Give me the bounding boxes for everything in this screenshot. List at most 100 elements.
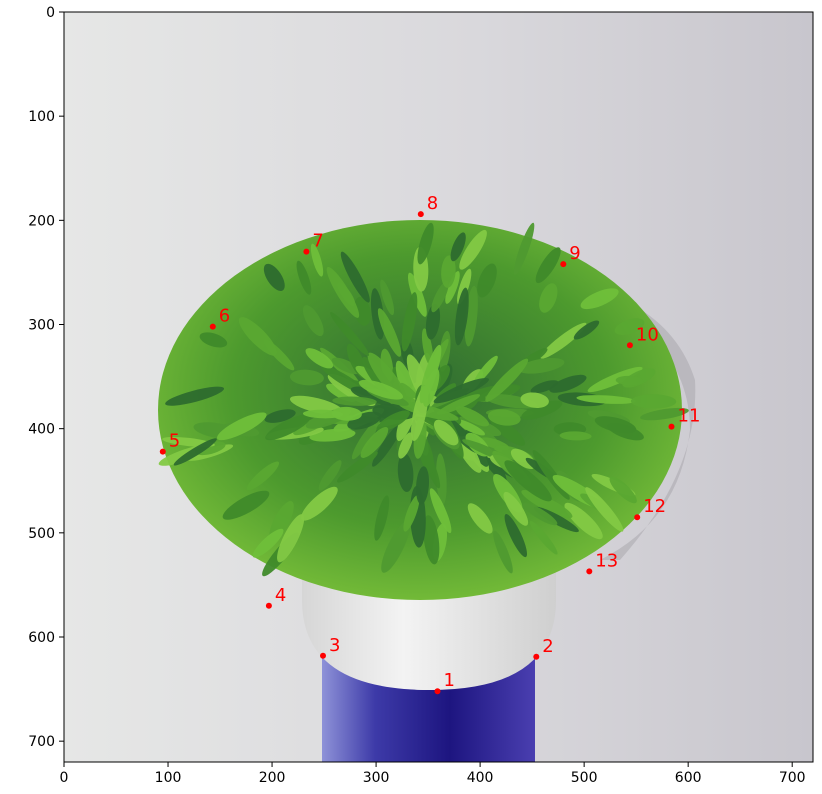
x-tick-label: 200 [259,770,286,786]
leaf [433,377,489,404]
leaf [351,418,380,460]
keypoint-marker-11 [668,423,675,430]
leaf [529,521,558,555]
leaf [296,260,312,295]
leaf [340,251,370,303]
keypoint-label-13: 13 [595,550,618,571]
leaf [252,528,284,558]
y-tick-label: 600 [28,630,55,646]
leaf [587,366,643,393]
leaf [238,317,278,356]
y-tick-label: 100 [28,109,55,125]
leaf [431,280,449,313]
x-tick-label: 100 [155,770,182,786]
leaf [607,422,644,441]
leaf [477,263,497,298]
leaf [360,427,389,458]
leaf [302,409,344,419]
leaf [522,502,558,526]
leaf [585,487,624,532]
y-tick-label: 400 [28,422,55,438]
leaf [367,352,407,403]
background-photo [64,12,813,762]
leaf [403,495,420,532]
leaf [173,438,217,466]
leaf [520,392,549,408]
keypoint-label-7: 7 [312,231,323,252]
leaf [419,344,442,404]
keypoint-label-11: 11 [678,406,701,427]
leaf [417,222,434,265]
keypoint-marker-1 [434,688,441,695]
keypoint-label-4: 4 [275,585,286,606]
keypoint-label-6: 6 [219,306,230,327]
leaf [217,412,267,441]
keypoint-label-10: 10 [636,324,659,345]
y-tick-label: 300 [28,318,55,334]
leaf [372,422,403,467]
leaf [398,432,413,459]
leaf [407,272,427,317]
leaf [436,394,481,415]
leaf [445,271,460,304]
keypoint-marker-7 [303,248,310,255]
leaf [559,431,592,441]
keypoint-label-1: 1 [444,670,455,691]
keypoint-label-9: 9 [569,243,580,264]
leaf [331,406,362,421]
leaf [222,490,270,520]
leaf [504,460,552,502]
x-tick-label: 400 [467,770,494,786]
y-axis: 0 100 200 300 400 500 600 700 [28,5,64,750]
leaf [473,355,498,385]
keypoint-marker-9 [560,261,567,268]
leaf [331,357,361,375]
leaf [436,453,447,505]
leaf [318,460,342,491]
leaf [429,488,452,534]
leaf [358,379,403,400]
leaf [454,287,469,346]
leaf [265,414,312,441]
leaf [326,266,360,318]
leaf [521,489,573,519]
leaf [376,410,410,432]
leaf [459,229,487,270]
leaf [336,451,378,483]
leaf [199,332,228,348]
x-tick-label: 700 [779,770,806,786]
leaf [564,502,603,540]
leaf [423,515,440,565]
y-tick-label: 500 [28,526,55,542]
x-tick-label: 0 [60,770,69,786]
keypoint-marker-10 [626,342,633,349]
leaf [518,357,565,374]
leaf [504,514,528,558]
leaf [521,400,563,420]
plant-leaves [158,222,689,577]
y-tick-label: 200 [28,213,55,229]
leaf [377,308,402,357]
y-tick-label: 0 [46,5,55,21]
leaf [332,396,377,406]
x-tick-label: 300 [363,770,390,786]
leaf [487,409,521,426]
leaf [580,288,619,310]
leaf [630,394,677,409]
keypoint-label-3: 3 [329,635,340,656]
keypoint-marker-13 [586,568,593,575]
x-tick-label: 500 [571,770,598,786]
keypoint-marker-5 [159,448,166,455]
leaf [381,520,410,573]
leaf [415,466,430,505]
leaf [615,375,644,386]
leaf [493,530,513,574]
leaf [539,283,558,313]
x-axis: 0 100 200 300 400 500 600 700 [60,762,806,786]
leaf [397,453,414,493]
leaf [450,232,466,262]
leaf [165,386,225,406]
leaf [433,419,459,446]
leaf [264,409,296,423]
